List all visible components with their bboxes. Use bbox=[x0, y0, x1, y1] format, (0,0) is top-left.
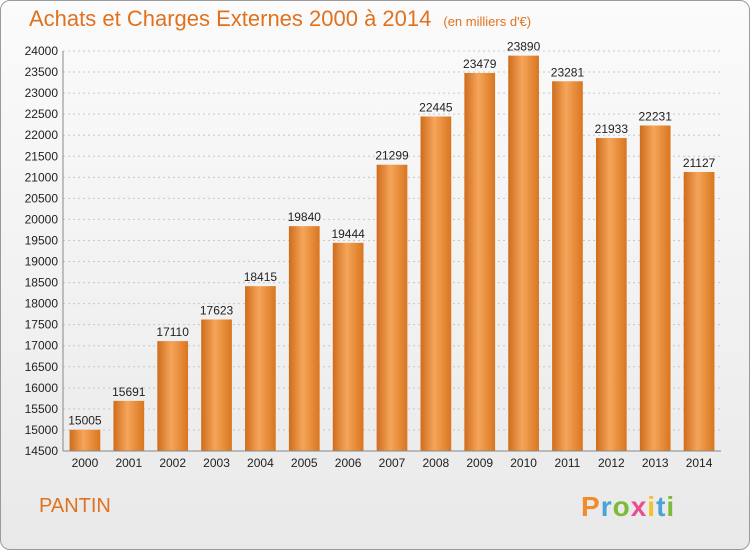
city-name: PANTIN bbox=[39, 495, 111, 517]
bar-2014 bbox=[683, 171, 715, 451]
x-axis-ticks: 2000 2001 2002 2003 2004 2005 2006 2007 2008 2009… bbox=[72, 456, 713, 470]
x-tick-label: 2010 bbox=[510, 456, 537, 470]
bar-value-label: 19444 bbox=[331, 227, 365, 241]
y-tick-label: 24000 bbox=[25, 44, 59, 58]
bar-2006 bbox=[332, 242, 364, 451]
bar-value-label: 23890 bbox=[507, 40, 541, 54]
bar-value-label: 15691 bbox=[112, 385, 146, 399]
bar-value-label: 15005 bbox=[68, 414, 102, 428]
x-tick-label: 2014 bbox=[686, 456, 713, 470]
x-tick-label: 2000 bbox=[72, 456, 99, 470]
bar-2003 bbox=[201, 319, 232, 451]
y-tick-label: 17000 bbox=[25, 339, 59, 353]
bar-2011 bbox=[552, 81, 583, 451]
x-tick-label: 2008 bbox=[423, 456, 450, 470]
x-tick-label: 2013 bbox=[642, 456, 669, 470]
y-tick-label: 16000 bbox=[25, 381, 59, 395]
bar-value-label: 21933 bbox=[595, 122, 629, 136]
x-tick-label: 2002 bbox=[159, 456, 186, 470]
y-axis-ticks: 14500 15000 15500 16000 16500 17000 17500 18000… bbox=[25, 44, 59, 458]
bar-2012 bbox=[595, 138, 627, 451]
x-tick-label: 2004 bbox=[247, 456, 274, 470]
bar-2001 bbox=[113, 400, 145, 451]
chart-title: Achats et Charges Externes 2000 à 2014 (e… bbox=[29, 6, 531, 32]
bar-2008 bbox=[420, 116, 452, 451]
y-tick-label: 22000 bbox=[25, 128, 59, 142]
y-tick-label: 14500 bbox=[25, 444, 59, 458]
y-tick-label: 19000 bbox=[25, 255, 59, 269]
bar-2010 bbox=[508, 55, 539, 451]
bar-value-label: 22231 bbox=[639, 109, 673, 123]
x-tick-label: 2001 bbox=[115, 456, 142, 470]
x-tick-label: 2005 bbox=[291, 456, 318, 470]
proxiti-logo: Proxiti bbox=[581, 491, 676, 522]
chart-title-text: Achats et Charges Externes 2000 à 2014 bbox=[29, 6, 432, 31]
y-tick-label: 16500 bbox=[25, 360, 59, 374]
bar-value-label: 17623 bbox=[200, 304, 234, 318]
y-tick-label: 21500 bbox=[25, 149, 59, 163]
y-tick-label: 19500 bbox=[25, 233, 59, 247]
y-tick-label: 20000 bbox=[25, 212, 59, 226]
bar-2004 bbox=[245, 286, 276, 451]
x-tick-label: 2011 bbox=[555, 456, 581, 470]
bar-2007 bbox=[376, 164, 408, 451]
chart-unit: (en milliers d'€) bbox=[443, 14, 532, 29]
bar-2009 bbox=[464, 72, 496, 452]
y-tick-label: 18500 bbox=[25, 276, 59, 290]
bar-value-label: 18415 bbox=[244, 270, 278, 284]
axes bbox=[62, 51, 721, 452]
bar-value-label: 21299 bbox=[375, 149, 409, 163]
bars: 15005 15691 17110 17623 18415 19840 19444 21299… bbox=[68, 40, 716, 452]
x-tick-label: 2007 bbox=[379, 456, 406, 470]
y-tick-label: 18000 bbox=[25, 297, 59, 311]
x-tick-label: 2003 bbox=[203, 456, 230, 470]
x-tick-label: 2006 bbox=[335, 456, 362, 470]
bar-value-label: 23281 bbox=[551, 65, 585, 79]
bar-2000 bbox=[69, 429, 101, 451]
bar-2013 bbox=[639, 125, 671, 452]
y-tick-label: 23500 bbox=[25, 65, 59, 79]
y-tick-label: 21000 bbox=[25, 170, 59, 184]
y-tick-label: 22500 bbox=[25, 107, 59, 121]
bar-value-label: 17110 bbox=[156, 325, 189, 339]
bar-value-label: 23479 bbox=[463, 57, 497, 71]
y-tick-label: 15500 bbox=[25, 402, 59, 416]
bar-value-label: 19840 bbox=[288, 210, 322, 224]
y-tick-label: 20500 bbox=[25, 191, 59, 205]
y-tick-label: 23000 bbox=[25, 86, 59, 100]
y-tick-label: 17500 bbox=[25, 318, 59, 332]
bar-2005 bbox=[288, 226, 320, 451]
bar-value-label: 22445 bbox=[419, 100, 453, 114]
x-tick-label: 2012 bbox=[598, 456, 625, 470]
y-tick-label: 15000 bbox=[25, 423, 59, 437]
bar-2002 bbox=[157, 341, 189, 451]
bar-value-label: 21127 bbox=[683, 156, 716, 170]
x-tick-label: 2009 bbox=[466, 456, 493, 470]
